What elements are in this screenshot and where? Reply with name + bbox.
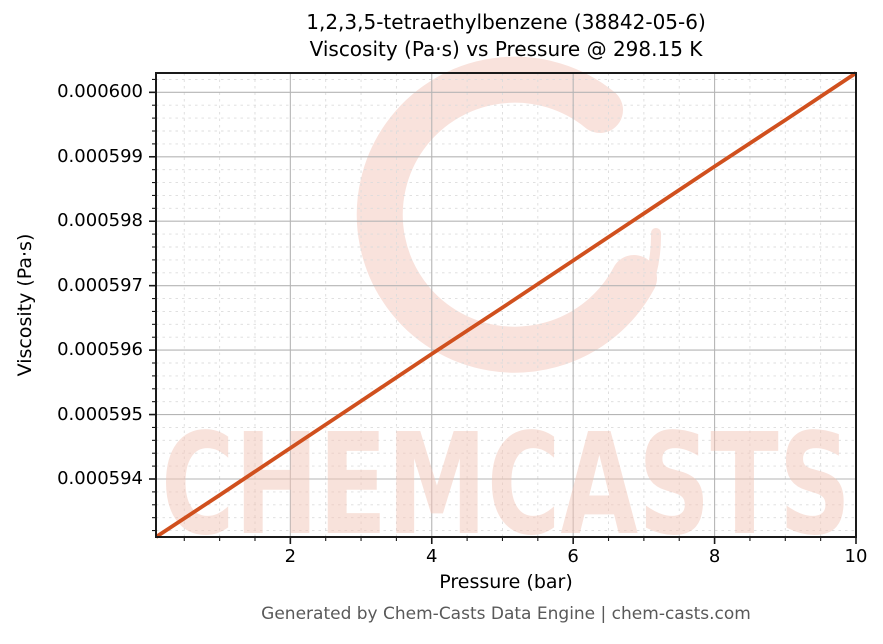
watermark-logo-icon [356, 56, 662, 373]
y-tick-label: 0.000599 [57, 145, 143, 167]
y-tick-label: 0.000595 [57, 403, 143, 425]
plot-area: CHEMCASTS [149, 56, 858, 567]
watermark-text: CHEMCASTS [161, 404, 851, 567]
y-axis-label: Viscosity (Pa·s) [14, 233, 36, 377]
y-tick-label: 0.000600 [57, 81, 143, 103]
footer-attribution: Generated by Chem-Casts Data Engine | ch… [261, 604, 751, 624]
y-tick-label: 0.000598 [57, 210, 143, 232]
chart-title-line1: 1,2,3,5-tetraethylbenzene (38842-05-6) [306, 10, 706, 34]
y-tick-label: 0.000596 [57, 339, 143, 361]
axis-tick-marks [149, 78, 857, 544]
chart-title: 1,2,3,5-tetraethylbenzene (38842-05-6) V… [156, 9, 856, 63]
x-axis-label: Pressure (bar) [439, 571, 573, 593]
plot-canvas: CHEMCASTS [149, 56, 858, 567]
major-gridlines [156, 73, 857, 537]
y-tick-label: 0.000594 [57, 468, 143, 489]
plot-border [155, 72, 857, 538]
viscosity-line-series [154, 71, 858, 539]
y-tick-label: 0.000597 [57, 274, 143, 296]
